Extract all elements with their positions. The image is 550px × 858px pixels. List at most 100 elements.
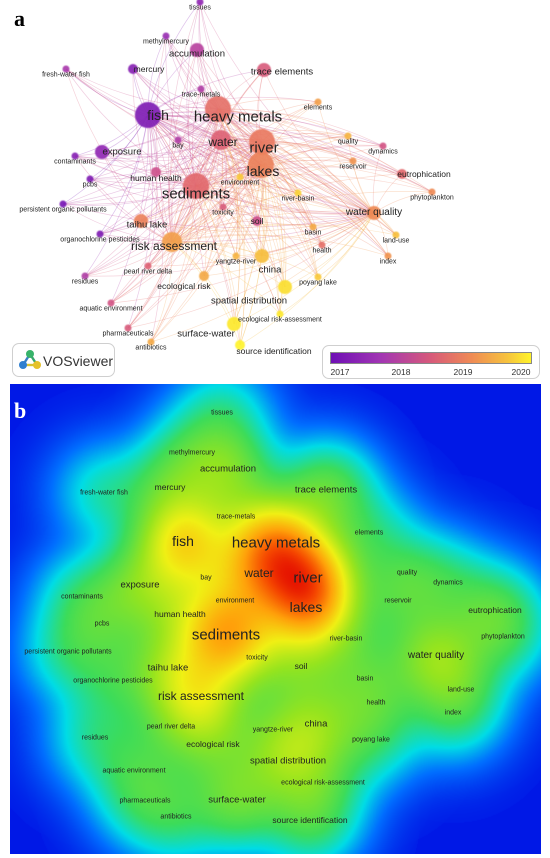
node-pcbs: [86, 175, 94, 183]
link-line-119: [147, 114, 403, 175]
link-line-243: [140, 164, 262, 222]
label-b-residues: residues: [81, 734, 109, 742]
label-b-water-quality: water quality: [407, 650, 465, 661]
node-taihu-lake: [134, 214, 148, 228]
link-line-9: [165, 35, 263, 143]
node-tissues: [196, 0, 204, 6]
legend-tick-2019: 2019: [453, 367, 473, 377]
link-line-358: [171, 241, 281, 315]
link-line-255: [171, 224, 314, 243]
vosviewer-logo-icon: [19, 350, 41, 369]
link-line-329: [261, 141, 319, 278]
link-line-118: [195, 166, 403, 187]
link-line-224: [222, 206, 375, 220]
node-river: [249, 129, 275, 155]
link-line-351: [284, 212, 375, 288]
link-line-103: [147, 110, 349, 137]
label-b-health: health: [366, 699, 386, 707]
link-line-314: [84, 164, 262, 277]
link-line-330: [260, 164, 319, 278]
link-line-117: [260, 160, 403, 175]
label-b-organochlorine-pesticides: organochlorine pesticides: [73, 677, 153, 685]
link-line-240: [99, 212, 375, 242]
link-line-280: [217, 108, 389, 257]
node-mercury: [128, 64, 138, 74]
link-line-107: [217, 108, 384, 147]
link-line-182: [195, 174, 433, 193]
link-line-113: [171, 145, 384, 243]
label-b-yangtze-river: yangtze-river: [252, 726, 294, 734]
label-b-antibiotics: antibiotics: [160, 813, 192, 821]
link-line-390: [171, 241, 241, 346]
link-line-381: [150, 139, 222, 343]
link-line-121: [171, 173, 403, 243]
link-line-336: [110, 108, 219, 304]
link-line-370: [233, 164, 263, 325]
label-a-accumulation: accumulation: [169, 48, 225, 60]
link-line-37: [132, 68, 222, 141]
node-fresh-water-fish: [62, 65, 70, 73]
link-line-3: [186, 1, 201, 187]
link-line-254: [220, 139, 314, 228]
label-a-quality: quality: [337, 138, 359, 146]
label-a-phytoplankton: phytoplankton: [410, 194, 454, 202]
link-line-145: [74, 155, 173, 243]
node-risk-assessment: [162, 232, 182, 252]
link-line-34: [132, 68, 262, 166]
link-line-279: [171, 212, 375, 245]
link-line-105: [171, 135, 349, 243]
link-line-173: [89, 164, 262, 184]
link-line-308: [147, 114, 263, 257]
label-a-aquatic-environment: aquatic environment: [79, 305, 143, 313]
panel-b-letter: b: [14, 398, 27, 423]
label-b-lakes: lakes: [289, 599, 323, 615]
node-lakes: [248, 152, 274, 178]
link-line-293: [147, 139, 222, 267]
link-line-184: [220, 139, 433, 193]
link-line-13: [165, 35, 222, 141]
link-line-4: [147, 1, 201, 116]
link-line-137: [168, 139, 179, 243]
link-line-322: [203, 164, 262, 277]
term-nodes: [59, 0, 436, 350]
link-line-355: [195, 185, 281, 315]
link-line-234: [99, 141, 263, 235]
link-line-313: [84, 141, 263, 277]
label-b-human-health: human health: [154, 608, 206, 619]
link-line-66: [147, 114, 262, 166]
label-b-soil: soil: [294, 660, 308, 671]
node-fish: [135, 102, 161, 128]
node-reservoir: [349, 157, 357, 165]
legend-tick-2020: 2020: [511, 367, 531, 377]
link-line-235: [99, 164, 262, 235]
link-line-106: [347, 135, 375, 214]
label-a-exposure: exposure: [102, 146, 142, 158]
link-line-277: [147, 114, 173, 243]
link-line-216: [171, 210, 375, 243]
node-surface-water: [227, 317, 241, 331]
node-trace-elements: [257, 63, 271, 77]
link-line-352: [217, 108, 281, 315]
link-line-332: [147, 114, 319, 278]
label-b-spatial-distribution: spatial distribution: [249, 755, 327, 767]
node-basin: [309, 223, 317, 231]
link-line-2: [199, 1, 262, 166]
link-line-283: [195, 185, 389, 257]
link-line-389: [220, 139, 245, 346]
year-color-legend: 2017 2018 2019 2020: [322, 345, 540, 379]
label-b-land-use: land-use: [447, 686, 475, 694]
node-bay: [174, 136, 182, 144]
link-line-334: [171, 241, 319, 278]
link-line-141: [74, 155, 262, 173]
label-a-ecological-risk-assessment: ecological risk-assessment: [238, 316, 322, 324]
link-line-7: [199, 1, 375, 214]
link-line-248: [140, 212, 375, 232]
link-line-31: [65, 68, 375, 214]
link-line-346: [260, 164, 286, 288]
link-line-178: [89, 178, 375, 218]
link-line-362: [127, 164, 262, 329]
node-accumulation: [190, 43, 204, 57]
label-b-poyang-lake: poyang lake: [352, 736, 390, 744]
label-b-pearl-river-delta: pearl river delta: [146, 723, 196, 731]
link-line-140: [74, 141, 263, 162]
